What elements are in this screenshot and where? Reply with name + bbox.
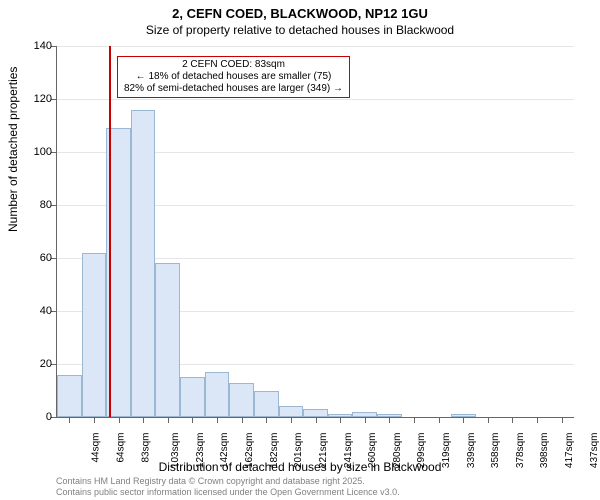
y-tick-label: 100: [22, 146, 52, 158]
footer-line: Contains public sector information licen…: [56, 487, 400, 498]
annotation-line: 82% of semi-detached houses are larger (…: [124, 83, 343, 95]
x-tick: [94, 417, 95, 423]
histogram-bar: [155, 263, 180, 417]
y-tick-label: 120: [22, 93, 52, 105]
y-tick-label: 20: [22, 358, 52, 370]
x-tick: [242, 417, 243, 423]
x-tick: [192, 417, 193, 423]
histogram-bar: [254, 391, 279, 418]
y-tick-label: 60: [22, 252, 52, 264]
y-tick-label: 80: [22, 199, 52, 211]
chart-subtitle: Size of property relative to detached ho…: [0, 23, 600, 37]
annotation-box: 2 CEFN COED: 83sqm← 18% of detached hous…: [117, 56, 350, 98]
histogram-bar: [82, 253, 107, 417]
x-tick: [119, 417, 120, 423]
x-tick: [291, 417, 292, 423]
y-tick-label: 0: [22, 411, 52, 423]
x-axis-label: Distribution of detached houses by size …: [0, 460, 600, 474]
histogram-bar: [205, 372, 230, 417]
x-tick: [439, 417, 440, 423]
gridline: [57, 46, 574, 47]
footer-line: Contains HM Land Registry data © Crown c…: [56, 476, 400, 487]
x-tick: [463, 417, 464, 423]
x-tick: [414, 417, 415, 423]
footer-attribution: Contains HM Land Registry data © Crown c…: [56, 476, 400, 498]
x-tick: [266, 417, 267, 423]
x-tick: [143, 417, 144, 423]
x-tick-label: 44sqm: [91, 433, 102, 463]
x-tick: [69, 417, 70, 423]
histogram-bar: [303, 409, 328, 417]
x-tick: [512, 417, 513, 423]
histogram-bar: [279, 406, 304, 417]
x-tick: [389, 417, 390, 423]
x-tick: [562, 417, 563, 423]
x-tick-label: 83sqm: [140, 433, 151, 463]
annotation-line: 2 CEFN COED: 83sqm: [124, 59, 343, 71]
histogram-bar: [180, 377, 205, 417]
y-tick-label: 140: [22, 40, 52, 52]
chart-title: 2, CEFN COED, BLACKWOOD, NP12 1GU: [0, 0, 600, 21]
chart-container: 2, CEFN COED, BLACKWOOD, NP12 1GU Size o…: [0, 0, 600, 500]
annotation-line: ← 18% of detached houses are smaller (75…: [124, 71, 343, 83]
reference-line: [109, 46, 111, 417]
y-axis-label: Number of detached properties: [6, 67, 20, 232]
x-tick: [365, 417, 366, 423]
x-tick: [316, 417, 317, 423]
x-tick-label: 64sqm: [115, 433, 126, 463]
histogram-bar: [57, 375, 82, 417]
x-tick: [168, 417, 169, 423]
x-tick: [488, 417, 489, 423]
x-tick: [537, 417, 538, 423]
histogram-bar: [229, 383, 254, 417]
gridline: [57, 99, 574, 100]
y-tick-label: 40: [22, 305, 52, 317]
x-tick: [340, 417, 341, 423]
plot-area: 02040608010012014044sqm64sqm83sqm103sqm1…: [56, 46, 574, 418]
x-tick: [217, 417, 218, 423]
histogram-bar: [131, 110, 156, 417]
